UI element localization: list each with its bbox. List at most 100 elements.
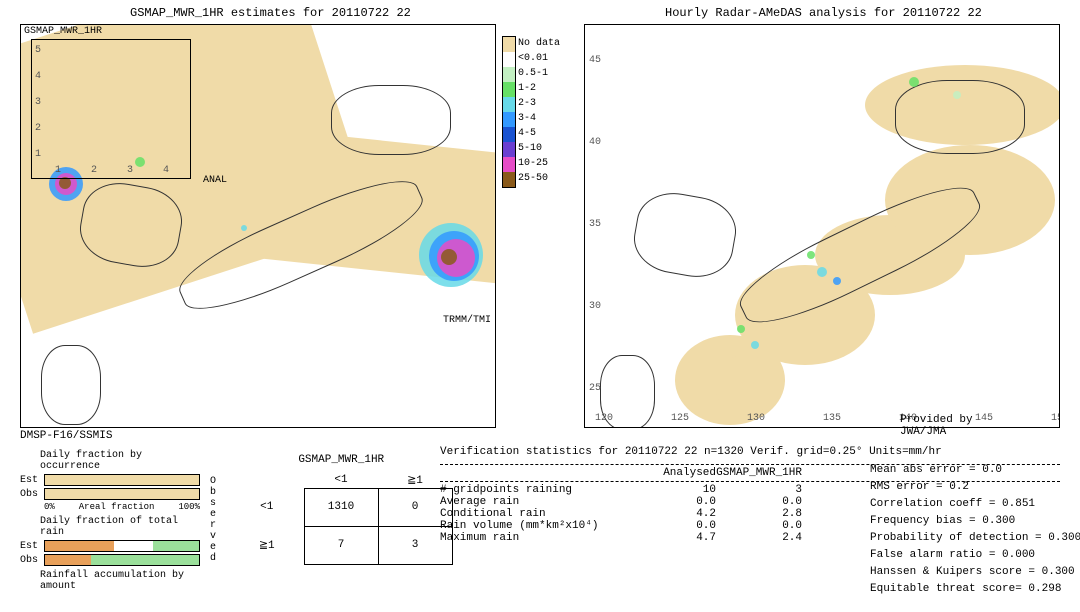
rain-blob (751, 341, 759, 349)
rain-blob (241, 225, 247, 231)
rain-blob (817, 267, 827, 277)
bar-segment (114, 541, 153, 551)
verif-est: 2.4 (716, 532, 802, 544)
tick-y: 4 (35, 71, 41, 82)
legend-swatch (503, 37, 515, 52)
bars-section: Daily fraction by occurrence Est Obs 0%A… (20, 446, 200, 594)
est-label: Est (20, 475, 44, 486)
legend-swatch (503, 82, 515, 97)
tick-y: 1 (35, 149, 41, 160)
est-label-2: Est (20, 541, 44, 552)
legend-swatch (503, 97, 515, 112)
contingency-table: GSMAP_MWR_1HR <1≧1 <113100 ≧173 (230, 454, 453, 565)
page: GSMAP_MWR_1HR estimates for 20110722 22 … (0, 0, 1080, 612)
occ-est-bar (44, 474, 200, 486)
totalrain-title: Daily fraction of total rain (40, 516, 200, 538)
legend-swatch (503, 172, 515, 187)
tick-y: 40 (589, 137, 601, 148)
stats-right: Mean abs error = 0.0RMS error = 0.2Corre… (870, 462, 1080, 598)
legend-label: <0.01 (518, 51, 576, 66)
bar-segment (45, 475, 199, 485)
ct-10: 7 (304, 526, 378, 564)
bar-segment (45, 555, 91, 565)
tick-x: 125 (671, 413, 689, 424)
verif-analysed: 4.7 (630, 532, 716, 544)
ctable-title: GSMAP_MWR_1HR (230, 454, 453, 466)
verif-col-analysed: Analysed (630, 467, 716, 479)
legend-swatch (503, 52, 515, 67)
legend-label: 3-4 (518, 111, 576, 126)
legend-swatch (503, 157, 515, 172)
legend-swatch (503, 67, 515, 82)
tick-x: 4 (163, 165, 169, 176)
legend-swatch (503, 142, 515, 157)
tick-x: 130 (747, 413, 765, 424)
tick-x: 3 (127, 165, 133, 176)
verif-analysed: 0.0 (630, 520, 716, 532)
tot-obs-bar (44, 554, 200, 566)
legend-swatch (503, 112, 515, 127)
legend-label: 0.5-1 (518, 66, 576, 81)
tick-y: 3 (35, 97, 41, 108)
ct-col-0: <1 (304, 472, 378, 488)
title-right: Hourly Radar-AMeDAS analysis for 2011072… (665, 6, 982, 20)
rain-blob (441, 249, 457, 265)
trmm-label: TRMM/TMI (443, 315, 491, 326)
map-right: 1201251301351401451504540353025 (584, 24, 1060, 428)
tick-x: 2 (91, 165, 97, 176)
tick-y: 45 (589, 55, 601, 66)
tick-y: 5 (35, 45, 41, 56)
coastline (895, 80, 1025, 154)
verif-label: Maximum rain (440, 532, 630, 544)
tick-x: 120 (595, 413, 613, 424)
legend: No data<0.010.5-11-22-33-44-55-1010-2525… (502, 36, 576, 188)
stat-line: Equitable threat score= 0.298 (870, 581, 1080, 598)
title-left: GSMAP_MWR_1HR estimates for 20110722 22 (130, 6, 411, 20)
stat-line: RMS error = 0.2 (870, 479, 1080, 496)
obs-label: Obs (20, 489, 44, 500)
map-left: 543211234ANALTRMM/TMI (20, 24, 496, 428)
verif-est: 0.0 (716, 496, 802, 508)
sat-bottom-label: DMSP-F16/SSMIS (20, 430, 112, 442)
accum-title: Rainfall accumulation by amount (40, 570, 200, 592)
obs-label-2: Obs (20, 555, 44, 566)
coastline (331, 85, 451, 155)
axis-max: 100% (178, 502, 200, 512)
tick-y: 25 (589, 383, 601, 394)
observed-label: Observed (210, 476, 216, 564)
legend-label: 4-5 (518, 126, 576, 141)
tot-est-bar (44, 540, 200, 552)
verif-label: # gridpoints raining (440, 484, 630, 496)
verif-label: Rain volume (mm*km²x10⁴) (440, 520, 630, 532)
ct-row-1: ≧1 (230, 526, 304, 564)
stat-line: Frequency bias = 0.300 (870, 513, 1080, 530)
stat-line: Hanssen & Kuipers score = 0.300 (870, 564, 1080, 581)
rain-blob (953, 91, 961, 99)
tick-x: 150 (1051, 413, 1060, 424)
stat-line: Mean abs error = 0.0 (870, 462, 1080, 479)
verif-analysed: 4.2 (630, 508, 716, 520)
inset-box (31, 39, 191, 179)
rain-blob (909, 77, 919, 87)
coastline (629, 187, 741, 283)
tick-x: 1 (55, 165, 61, 176)
bar-segment (91, 555, 199, 565)
ct-00: 1310 (304, 488, 378, 526)
tick-y: 35 (589, 219, 601, 230)
verif-analysed: 10 (630, 484, 716, 496)
verif-label: Conditional rain (440, 508, 630, 520)
legend-swatch (503, 127, 515, 142)
axis-mid: Areal fraction (79, 502, 155, 512)
coastline (41, 345, 101, 425)
verif-label: Average rain (440, 496, 630, 508)
rain-blob (807, 251, 815, 259)
stat-line: Correlation coeff = 0.851 (870, 496, 1080, 513)
axis-min: 0% (44, 502, 55, 512)
tick-y: 30 (589, 301, 601, 312)
tick-x: 135 (823, 413, 841, 424)
verif-col-est: GSMAP_MWR_1HR (716, 467, 802, 479)
anal-label: ANAL (203, 175, 227, 186)
legend-label: 1-2 (518, 81, 576, 96)
verif-est: 0.0 (716, 520, 802, 532)
legend-label: 5-10 (518, 141, 576, 156)
